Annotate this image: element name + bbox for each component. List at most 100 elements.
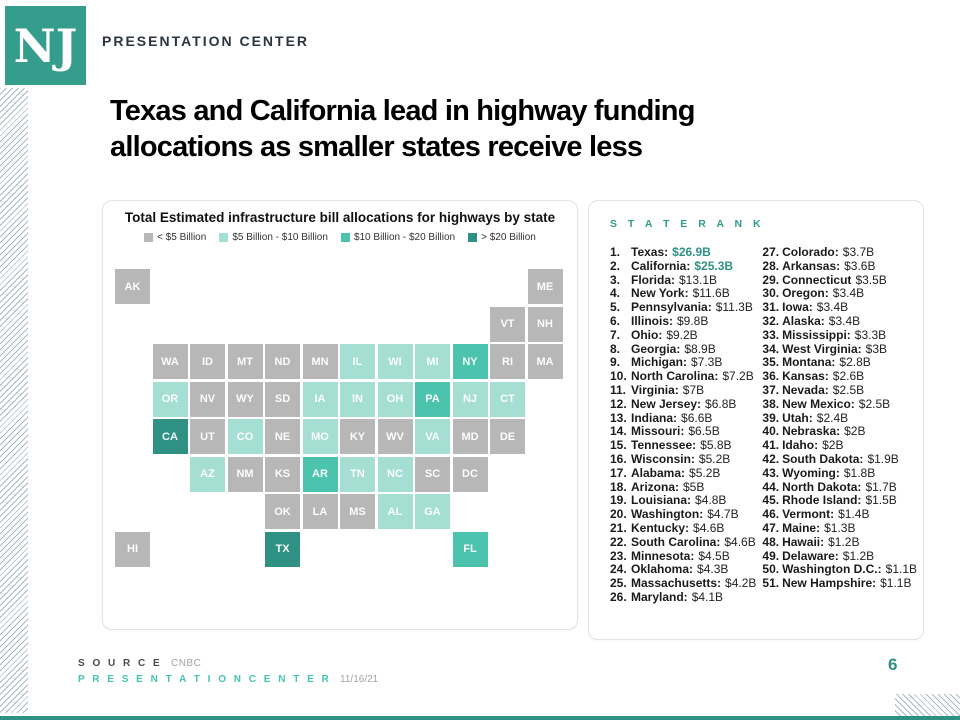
rank-number: 19. — [610, 493, 627, 508]
state-tile-fl: FL — [452, 531, 488, 567]
rank-value: $1.8B — [843, 465, 876, 480]
state-tile-mt: MT — [227, 344, 263, 379]
rank-row: 43. Wyoming: $1.8B — [762, 465, 917, 481]
rank-state-name: South Carolina: — [631, 534, 721, 549]
rank-value: $2.6B — [832, 369, 865, 384]
rank-row: 19. Louisiana: $4.8B — [610, 493, 762, 508]
rank-state-name: Illinois: — [631, 313, 673, 328]
rank-number: 4. — [610, 286, 621, 301]
map-title: Total Estimated infrastructure bill allo… — [124, 210, 556, 225]
rank-state-name: Colorado: — [782, 245, 839, 259]
rank-number: 42. — [762, 451, 780, 466]
rank-number: 17. — [610, 465, 627, 480]
rank-value: $6.6B — [681, 410, 713, 425]
rank-state-name: Pennsylvania: — [631, 300, 712, 315]
rank-value: $7.3B — [691, 355, 723, 370]
rank-value: $9.8B — [677, 313, 709, 328]
rank-value: $7.2B — [722, 369, 754, 384]
rank-state-name: North Carolina: — [631, 369, 719, 384]
state-tile-nm: NM — [227, 456, 263, 492]
rank-value: $4.1B — [691, 589, 724, 604]
rank-number: 38. — [762, 396, 780, 411]
state-tile-co: CO — [227, 419, 263, 454]
rank-state-name: Florida: — [631, 272, 675, 287]
legend-label: $10 Billion - $20 Billion — [353, 232, 456, 243]
bottom-accent-bar — [0, 716, 960, 720]
rank-value: $4.8B — [695, 493, 727, 508]
rank-row: 47. Maine: $1.3B — [762, 520, 917, 536]
state-tile-la: LA — [302, 494, 338, 529]
rank-row: 35. Montana: $2.8B — [762, 355, 917, 370]
rank-number: 47. — [762, 520, 780, 535]
rank-row: 41. Idaho: $2B — [762, 438, 917, 453]
rank-row: 14. Missouri: $6.5B — [610, 424, 762, 439]
rank-state-name: Alaska: — [782, 313, 825, 328]
map-panel: Total Estimated infrastructure bill allo… — [102, 200, 578, 630]
rank-row: 4. New York: $11.6B — [610, 286, 762, 301]
rank-row: 48. Hawaii: $1.2B — [762, 535, 917, 550]
state-tile-va: VA — [415, 419, 450, 454]
rank-number: 29. — [762, 272, 780, 287]
state-tile-nj: NJ — [452, 381, 488, 417]
legend-swatch — [144, 233, 154, 242]
rank-row: 34. West Virginia: $3B — [762, 341, 917, 357]
rank-number: 45. — [762, 493, 780, 508]
state-tile-ut: UT — [190, 419, 225, 454]
rank-number: 9. — [610, 355, 621, 370]
rank-row: 42. South Dakota: $1.9B — [762, 451, 917, 467]
rank-row: 46. Vermont: $1.4B — [762, 507, 917, 522]
left-hatch-decoration — [0, 88, 28, 713]
rank-number: 30. — [762, 286, 780, 301]
rank-value: $5B — [683, 479, 705, 494]
state-tile-vt: VT — [490, 306, 525, 342]
state-tile-id: ID — [190, 344, 225, 379]
brand-header: PRESENTATION CENTER — [102, 33, 310, 49]
state-tile-tx: TX — [265, 531, 300, 567]
rank-state-name: New Mexico: — [782, 396, 855, 411]
rank-value: $1.3B — [824, 520, 856, 535]
rank-state-name: South Dakota: — [782, 451, 864, 466]
rank-state-name: Georgia: — [631, 341, 681, 356]
rank-state-name: Utah: — [782, 410, 813, 425]
rank-number: 31. — [762, 300, 780, 315]
rank-row: 27. Colorado: $3.7B — [762, 245, 917, 260]
legend-swatch — [340, 233, 350, 242]
rank-number: 25. — [610, 576, 627, 591]
state-tile-pa: PA — [415, 381, 450, 417]
rank-value: $3B — [865, 341, 888, 356]
rank-value: $2.5B — [858, 396, 891, 411]
rank-number: 7. — [610, 327, 621, 342]
page-number: 6 — [888, 655, 898, 674]
legend-item: $5 Billion - $10 Billion — [219, 232, 328, 243]
presentation-center-line: P R E S E N T A T I O N C E N T E R 11/1… — [78, 672, 378, 688]
rank-state-name: New Jersey: — [631, 396, 702, 411]
rank-value: $6.8B — [705, 396, 737, 411]
rank-number: 23. — [610, 548, 627, 563]
rank-number: 15. — [610, 438, 627, 453]
state-tile-ma: MA — [527, 344, 563, 379]
rank-number: 2. — [610, 258, 621, 273]
rank-value: $2B — [844, 424, 866, 439]
rank-state-name: Louisiana: — [631, 493, 692, 508]
rank-state-name: Virginia: — [631, 382, 679, 397]
state-tile-mi: MI — [415, 344, 450, 379]
rank-row: 15. Tennessee: $5.8B — [610, 438, 762, 453]
rank-state-name: Indiana: — [631, 410, 678, 425]
rank-row: 22. South Carolina: $4.6B — [610, 534, 762, 550]
rank-value: $11.3B — [715, 300, 753, 315]
rank-state-name: Oregon: — [782, 286, 829, 301]
legend: < $5 Billion $5 Billion - $10 Billion $10 … — [103, 232, 577, 243]
rank-columns: 1. Texas: $26.9B 2. California: $25.3B 3. Flori… — [610, 245, 917, 605]
rank-row: 40. Nebraska: $2B — [762, 424, 917, 439]
rank-panel-title: S T A T E R A N K — [610, 218, 765, 230]
rank-state-name: Iowa: — [782, 300, 813, 315]
legend-item: < $5 Billion — [144, 232, 206, 243]
state-tile-wv: WV — [377, 419, 413, 454]
state-tile-in: IN — [340, 381, 375, 417]
rank-state-name: Texas: — [631, 245, 669, 259]
state-tile-tn: TN — [340, 456, 375, 492]
rank-state-name: West Virginia: — [782, 341, 862, 356]
legend-swatch — [468, 233, 478, 242]
rank-number: 20. — [610, 507, 627, 522]
rank-value: $2.5B — [832, 382, 865, 397]
